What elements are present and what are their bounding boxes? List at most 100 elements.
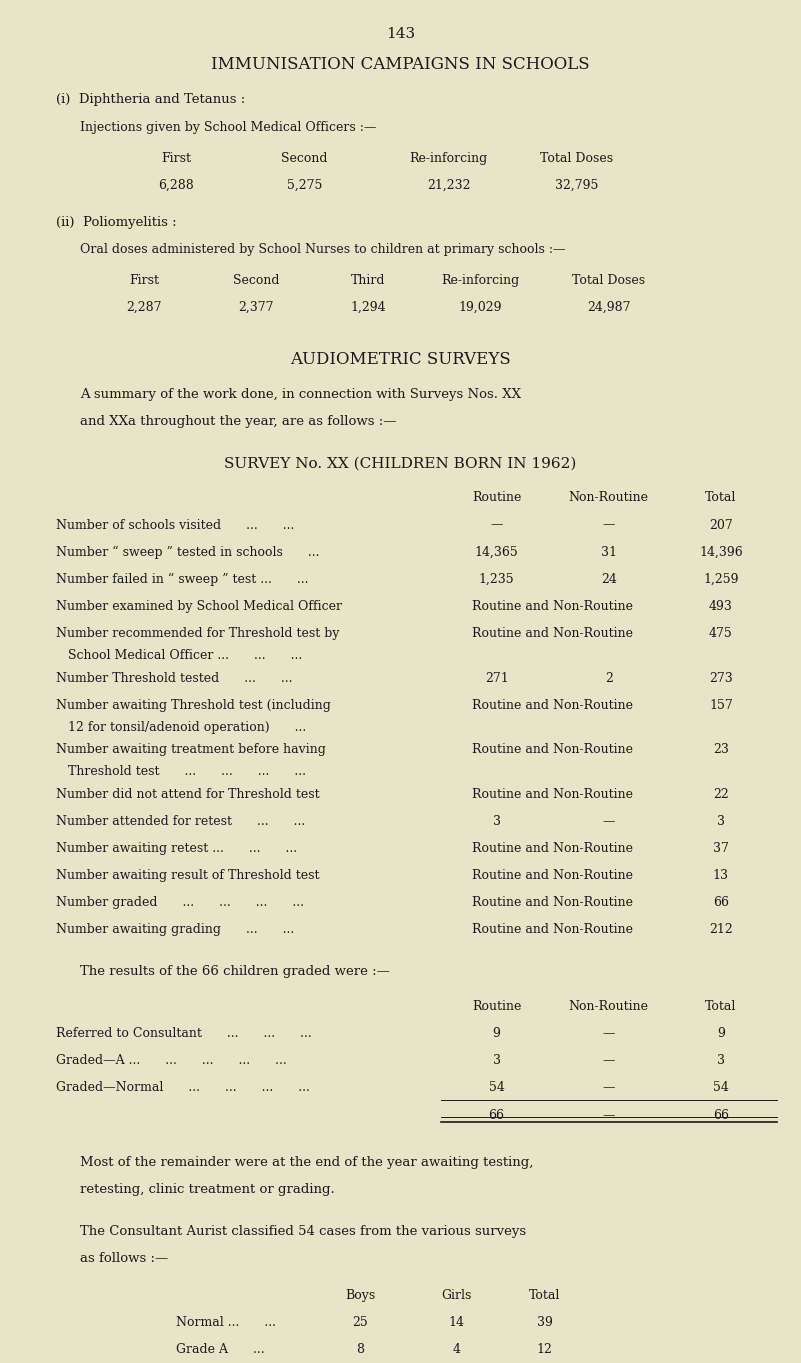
Text: 3: 3 xyxy=(717,1055,725,1067)
Text: 14,365: 14,365 xyxy=(475,545,518,559)
Text: Routine: Routine xyxy=(472,491,521,504)
Text: 12 for tonsil/adenoid operation)  ...: 12 for tonsil/adenoid operation) ... xyxy=(56,721,306,735)
Text: Graded—A ...  ...  ...  ...  ...: Graded—A ... ... ... ... ... xyxy=(56,1055,287,1067)
Text: 66: 66 xyxy=(713,897,729,909)
Text: School Medical Officer ...  ...  ...: School Medical Officer ... ... ... xyxy=(56,649,302,662)
Text: 273: 273 xyxy=(709,672,733,684)
Text: Number failed in “ sweep ” test ...  ...: Number failed in “ sweep ” test ... ... xyxy=(56,572,308,586)
Text: Third: Third xyxy=(351,274,386,288)
Text: 1,259: 1,259 xyxy=(703,572,739,586)
Text: Routine and Non-Routine: Routine and Non-Routine xyxy=(473,842,633,855)
Text: —: — xyxy=(602,1055,615,1067)
Text: 3: 3 xyxy=(717,815,725,827)
Text: Re-inforcing: Re-inforcing xyxy=(441,274,520,288)
Text: Normal ...  ...: Normal ... ... xyxy=(176,1317,276,1329)
Text: A summary of the work done, in connection with Surveys Nos. XX: A summary of the work done, in connectio… xyxy=(80,387,521,401)
Text: Number did not attend for Threshold test: Number did not attend for Threshold test xyxy=(56,788,320,800)
Text: —: — xyxy=(602,518,615,532)
Text: Routine and Non-Routine: Routine and Non-Routine xyxy=(473,600,633,613)
Text: 207: 207 xyxy=(709,518,733,532)
Text: 12: 12 xyxy=(537,1343,553,1356)
Text: Number attended for retest  ...  ...: Number attended for retest ... ... xyxy=(56,815,305,827)
Text: 19,029: 19,029 xyxy=(459,301,502,315)
Text: The Consultant Aurist classified 54 cases from the various surveys: The Consultant Aurist classified 54 case… xyxy=(80,1225,526,1238)
Text: 23: 23 xyxy=(713,743,729,756)
Text: 2,377: 2,377 xyxy=(239,301,274,315)
Text: 54: 54 xyxy=(713,1081,729,1094)
Text: Non-Routine: Non-Routine xyxy=(569,1000,649,1013)
Text: Routine: Routine xyxy=(472,1000,521,1013)
Text: Number awaiting retest ...  ...  ...: Number awaiting retest ... ... ... xyxy=(56,842,297,855)
Text: Number graded  ...  ...  ...  ...: Number graded ... ... ... ... xyxy=(56,897,304,909)
Text: —: — xyxy=(602,815,615,827)
Text: AUDIOMETRIC SURVEYS: AUDIOMETRIC SURVEYS xyxy=(290,350,511,368)
Text: Threshold test  ...  ...  ...  ...: Threshold test ... ... ... ... xyxy=(56,766,306,778)
Text: 25: 25 xyxy=(352,1317,368,1329)
Text: 143: 143 xyxy=(386,27,415,41)
Text: Number awaiting grading  ...  ...: Number awaiting grading ... ... xyxy=(56,924,294,936)
Text: Injections given by School Medical Officers :—: Injections given by School Medical Offic… xyxy=(80,121,376,134)
Text: Non-Routine: Non-Routine xyxy=(569,491,649,504)
Text: Total: Total xyxy=(529,1289,561,1302)
Text: 66: 66 xyxy=(713,1108,729,1122)
Text: —: — xyxy=(602,1081,615,1094)
Text: —: — xyxy=(602,1028,615,1040)
Text: 22: 22 xyxy=(713,788,729,800)
Text: Routine and Non-Routine: Routine and Non-Routine xyxy=(473,870,633,882)
Text: —: — xyxy=(490,518,503,532)
Text: 4: 4 xyxy=(453,1343,461,1356)
Text: 6,288: 6,288 xyxy=(159,179,194,192)
Text: 493: 493 xyxy=(709,600,733,613)
Text: 9: 9 xyxy=(717,1028,725,1040)
Text: Number “ sweep ” tested in schools  ...: Number “ sweep ” tested in schools ... xyxy=(56,545,320,559)
Text: Routine and Non-Routine: Routine and Non-Routine xyxy=(473,627,633,641)
Text: Routine and Non-Routine: Routine and Non-Routine xyxy=(473,897,633,909)
Text: (ii)  Poliomyelitis :: (ii) Poliomyelitis : xyxy=(56,217,177,229)
Text: Most of the remainder were at the end of the year awaiting testing,: Most of the remainder were at the end of… xyxy=(80,1156,533,1168)
Text: 14: 14 xyxy=(449,1317,465,1329)
Text: (i)  Diphtheria and Tetanus :: (i) Diphtheria and Tetanus : xyxy=(56,93,245,105)
Text: Number recommended for Threshold test by: Number recommended for Threshold test by xyxy=(56,627,340,641)
Text: Number Threshold tested  ...  ...: Number Threshold tested ... ... xyxy=(56,672,292,684)
Text: Number awaiting result of Threshold test: Number awaiting result of Threshold test xyxy=(56,870,320,882)
Text: IMMUNISATION CAMPAIGNS IN SCHOOLS: IMMUNISATION CAMPAIGNS IN SCHOOLS xyxy=(211,56,590,72)
Text: 66: 66 xyxy=(489,1108,505,1122)
Text: 31: 31 xyxy=(601,545,617,559)
Text: Number of schools visited  ...  ...: Number of schools visited ... ... xyxy=(56,518,295,532)
Text: Number awaiting Threshold test (including: Number awaiting Threshold test (includin… xyxy=(56,699,331,711)
Text: Boys: Boys xyxy=(345,1289,376,1302)
Text: 2,287: 2,287 xyxy=(127,301,162,315)
Text: Routine and Non-Routine: Routine and Non-Routine xyxy=(473,743,633,756)
Text: 54: 54 xyxy=(489,1081,505,1094)
Text: 32,795: 32,795 xyxy=(555,179,598,192)
Text: Girls: Girls xyxy=(441,1289,472,1302)
Text: Total: Total xyxy=(705,491,737,504)
Text: and XXa throughout the year, are as follows :—: and XXa throughout the year, are as foll… xyxy=(80,414,396,428)
Text: 21,232: 21,232 xyxy=(427,179,470,192)
Text: Routine and Non-Routine: Routine and Non-Routine xyxy=(473,788,633,800)
Text: 212: 212 xyxy=(709,924,733,936)
Text: 14,396: 14,396 xyxy=(699,545,743,559)
Text: Referred to Consultant  ...  ...  ...: Referred to Consultant ... ... ... xyxy=(56,1028,312,1040)
Text: 9: 9 xyxy=(493,1028,501,1040)
Text: The results of the 66 children graded were :—: The results of the 66 children graded we… xyxy=(80,965,390,979)
Text: 271: 271 xyxy=(485,672,509,684)
Text: 37: 37 xyxy=(713,842,729,855)
Text: Routine and Non-Routine: Routine and Non-Routine xyxy=(473,924,633,936)
Text: 1,294: 1,294 xyxy=(351,301,386,315)
Text: Routine and Non-Routine: Routine and Non-Routine xyxy=(473,699,633,711)
Text: Oral doses administered by School Nurses to children at primary schools :—: Oral doses administered by School Nurses… xyxy=(80,243,566,256)
Text: Number awaiting treatment before having: Number awaiting treatment before having xyxy=(56,743,326,756)
Text: 24: 24 xyxy=(601,572,617,586)
Text: Total Doses: Total Doses xyxy=(572,274,646,288)
Text: 3: 3 xyxy=(493,815,501,827)
Text: SURVEY No. XX (CHILDREN BORN IN 1962): SURVEY No. XX (CHILDREN BORN IN 1962) xyxy=(224,457,577,470)
Text: Re-inforcing: Re-inforcing xyxy=(409,151,488,165)
Text: Total Doses: Total Doses xyxy=(540,151,614,165)
Text: First: First xyxy=(161,151,191,165)
Text: 157: 157 xyxy=(709,699,733,711)
Text: 39: 39 xyxy=(537,1317,553,1329)
Text: Grade A  ...: Grade A ... xyxy=(176,1343,265,1356)
Text: 13: 13 xyxy=(713,870,729,882)
Text: 2: 2 xyxy=(605,672,613,684)
